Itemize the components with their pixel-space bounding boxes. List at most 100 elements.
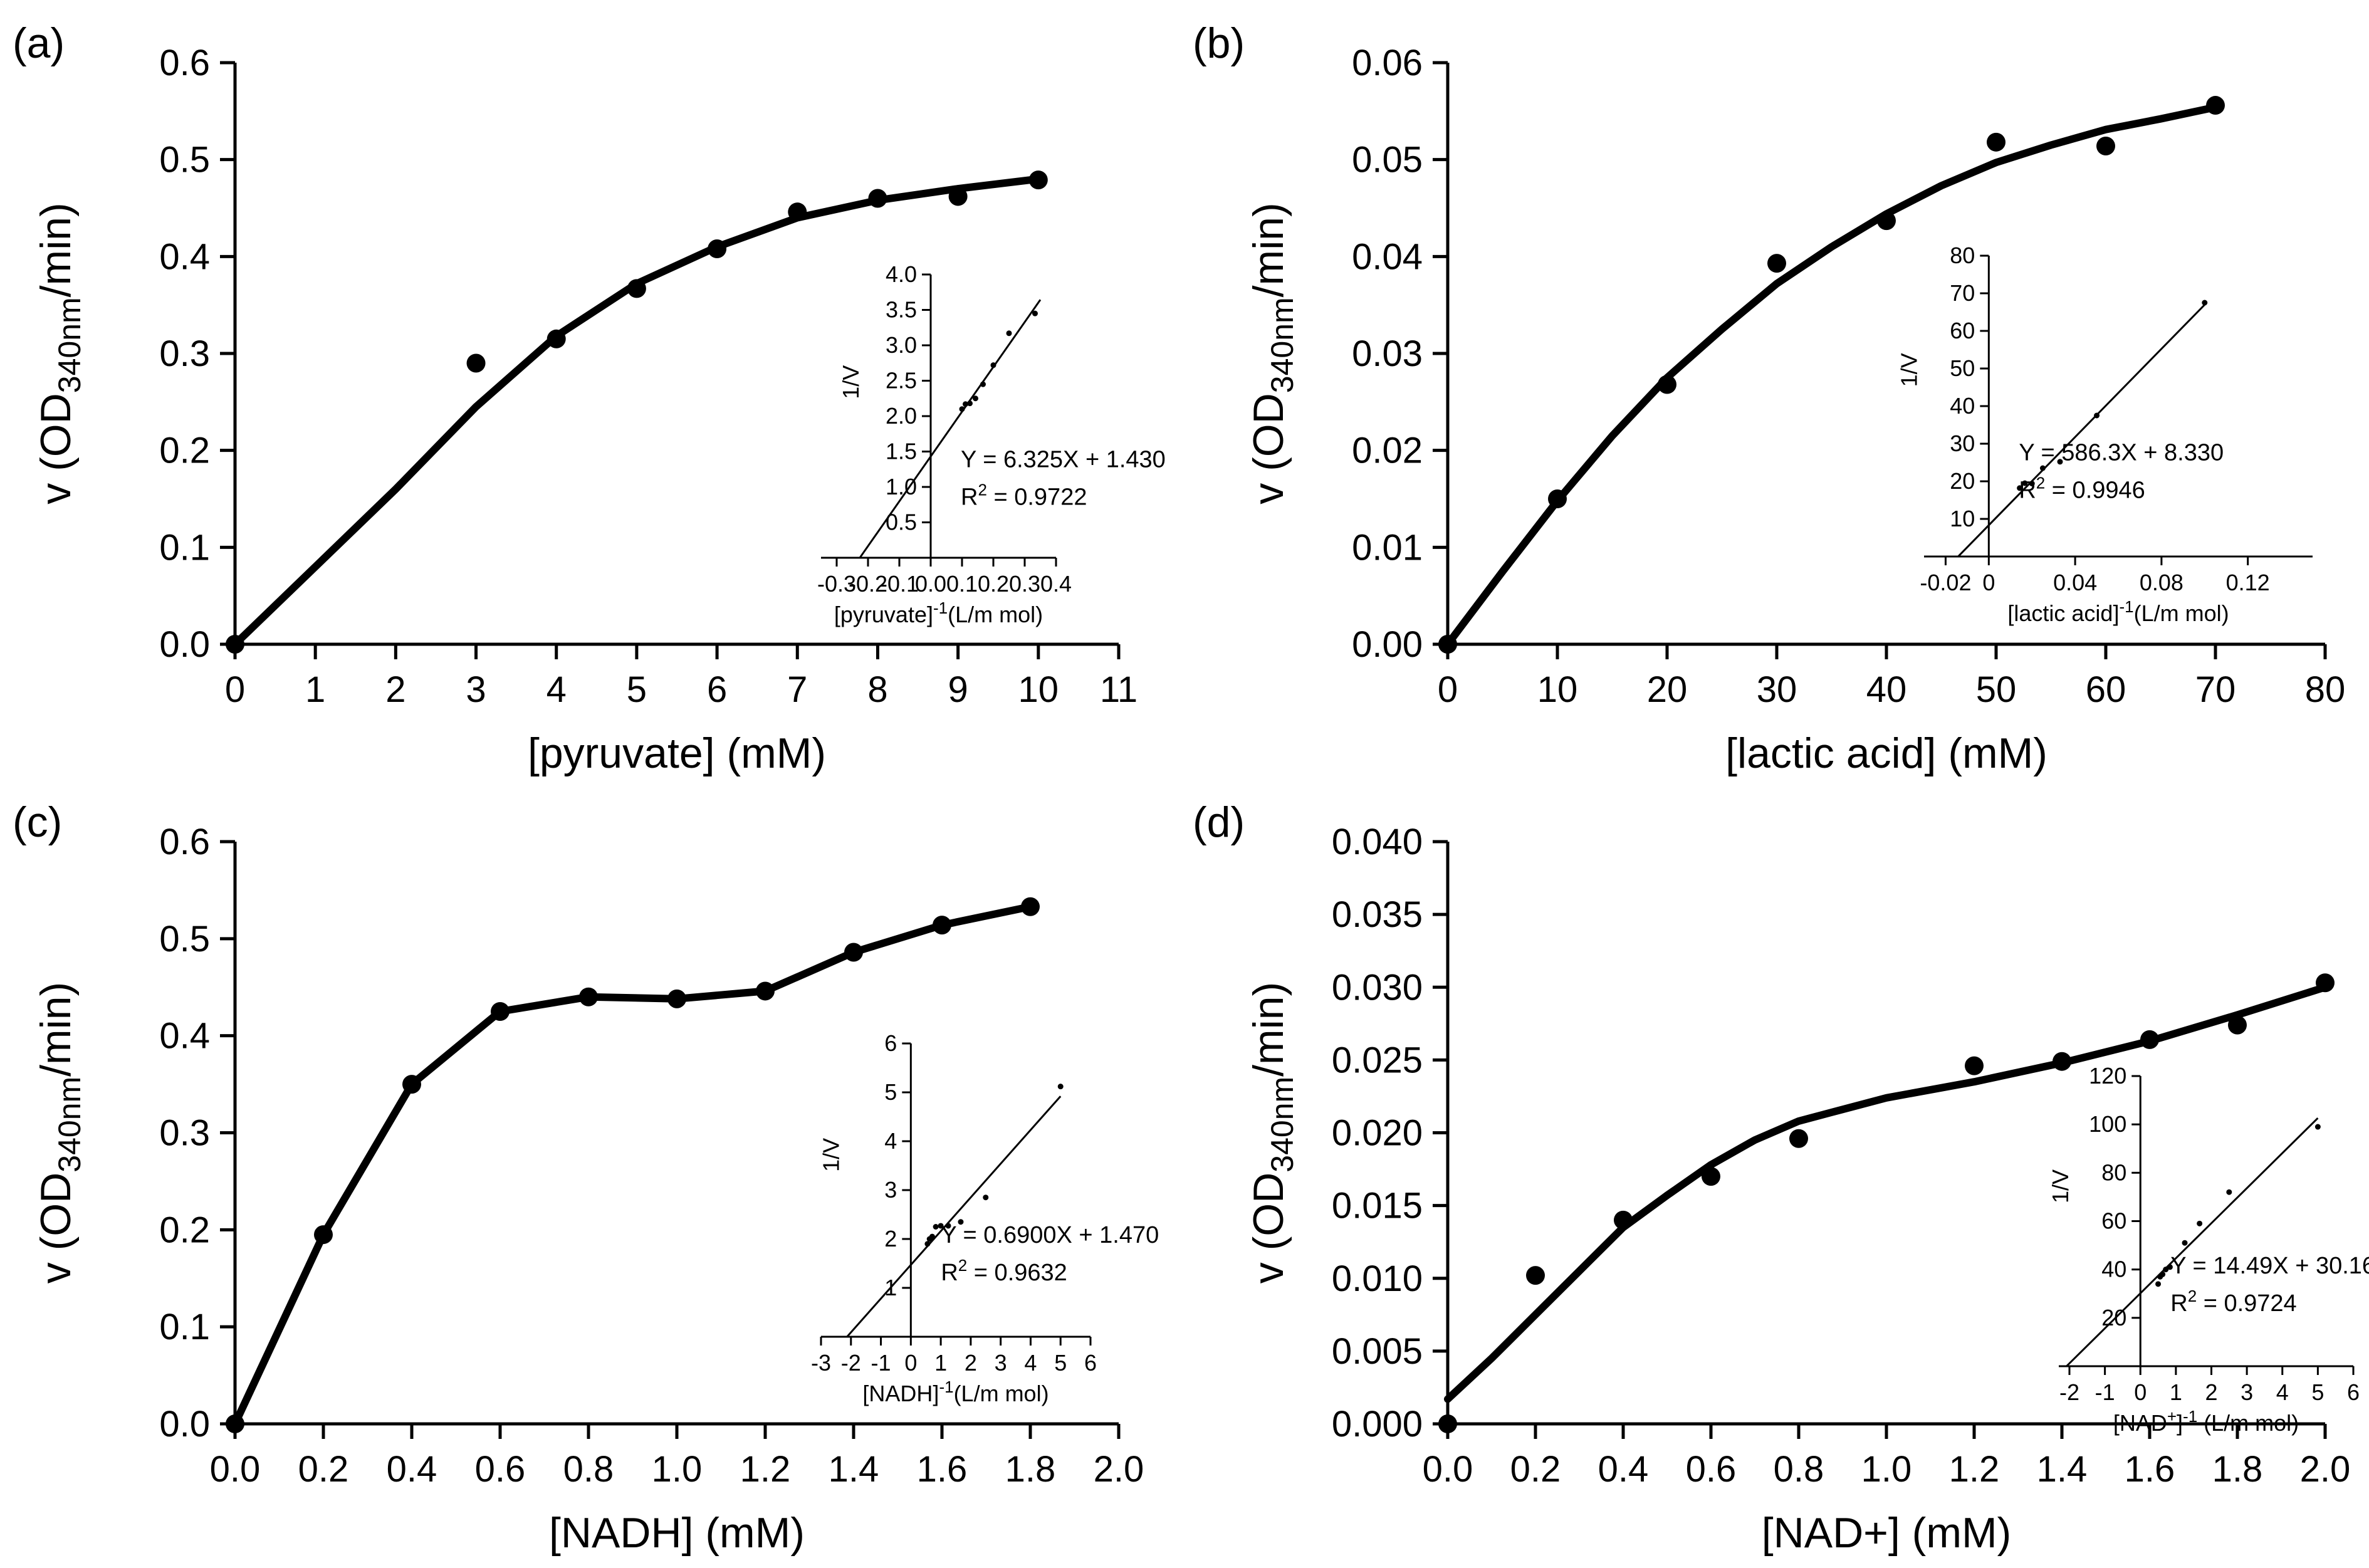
inset-data-point-a (959, 406, 965, 412)
x-tick-label-c: 1.2 (740, 1449, 791, 1490)
inset-y-tick-label-d: 20 (2101, 1305, 2126, 1330)
y-axis-title-main: v (OD (1245, 393, 1292, 504)
data-point-d (1789, 1129, 1808, 1148)
inset-y-tick-label-b: 20 (1950, 468, 1975, 494)
y-tick-label-b: 0.01 (1352, 527, 1423, 568)
inset-equation-b: Y = 586.3X + 8.330 (2019, 439, 2224, 466)
y-axis-title-main: v (OD (1245, 1173, 1292, 1284)
inset-x-tick-label-a: -0.3 (817, 571, 856, 597)
inset-y-axis-title-d: 1/V (2047, 1169, 2073, 1203)
x-tick-label-c: 0.6 (475, 1449, 526, 1490)
y-axis-title-tail: /min) (1245, 202, 1292, 297)
panel-label-d: (d) (1193, 798, 1245, 846)
y-tick-label-c: 0.1 (159, 1307, 210, 1347)
y-tick-label-d: 0.020 (1332, 1113, 1423, 1154)
y-axis-title-tail: /min) (32, 982, 80, 1077)
inset-r2-value: = 0.9722 (987, 484, 1087, 510)
inset-r2-sup: 2 (958, 1256, 967, 1275)
inset-y-tick-label-b: 30 (1950, 431, 1975, 456)
inset-data-point-c (933, 1224, 939, 1230)
data-point-b (1438, 635, 1457, 654)
y-tick-label-b: 0.06 (1352, 43, 1423, 83)
inset-x-title-mid: ] (2177, 1410, 2183, 1436)
x-tick-label-a: 3 (466, 669, 486, 710)
inset-r2-sup: 2 (978, 480, 986, 499)
data-point-d (1526, 1266, 1545, 1285)
inset-data-point-d (2163, 1267, 2169, 1273)
y-tick-label-a: 0.5 (159, 140, 210, 180)
x-tick-label-c: 1.6 (917, 1449, 968, 1490)
y-axis-title-main: v (OD (32, 1173, 80, 1284)
inset-data-point-b (2039, 465, 2046, 471)
data-point-a (627, 279, 646, 298)
inset-x-tick-label-c: -2 (841, 1350, 861, 1376)
inset-r2-label: R (961, 484, 978, 510)
y-tick-label-d: 0.025 (1332, 1040, 1423, 1080)
inset-data-point-b (2022, 480, 2028, 486)
x-tick-label-a: 6 (707, 669, 727, 710)
x-tick-label-d: 1.6 (2125, 1449, 2175, 1490)
y-tick-label-a: 0.4 (159, 236, 210, 277)
inset-data-point-c (924, 1241, 931, 1247)
fit-curve-c (231, 902, 1034, 1428)
y-tick-label-d: 0.015 (1332, 1186, 1423, 1226)
x-tick-label-d: 1.2 (1949, 1449, 2000, 1490)
x-axis-title-c: [NADH] (mM) (549, 1509, 805, 1557)
inset-regression-line-a (859, 299, 1042, 558)
x-tick-label-a: 8 (867, 669, 887, 710)
inset-y-tick-label-a: 1.5 (886, 439, 917, 464)
data-point-b (2206, 96, 2225, 115)
inset-data-point-d (2160, 1271, 2166, 1277)
y-tick-label-c: 0.4 (159, 1016, 210, 1057)
data-point-c (226, 1414, 244, 1433)
x-axis-title-d: [NAD+] (mM) (1762, 1509, 2012, 1557)
inset-x-tick-label-d: 0 (2134, 1379, 2147, 1405)
data-point-d (2316, 973, 2335, 993)
y-tick-label-b: 0.04 (1352, 236, 1423, 277)
inset-x-tick-label-a: -0.1 (880, 571, 919, 597)
inset-data-point-d (2155, 1281, 2162, 1287)
data-point-c (579, 987, 598, 1006)
y-tick-label-b: 0.00 (1352, 624, 1423, 665)
inset-y-tick-label-c: 6 (884, 1030, 897, 1056)
inset-r2-b: R2 = 0.9946 (2019, 473, 2145, 503)
data-point-d (1702, 1167, 1720, 1186)
data-point-a (546, 329, 566, 348)
y-tick-label-b: 0.02 (1352, 431, 1423, 471)
data-point-c (314, 1225, 333, 1245)
x-tick-label-d: 2.0 (2300, 1449, 2351, 1490)
inset-x-tick-label-c: 6 (1084, 1350, 1097, 1376)
y-tick-label-d: 0.040 (1332, 822, 1423, 862)
inset-x-title-main: [lactic acid] (2007, 600, 2119, 626)
inset-y-tick-label-a: 3.5 (886, 297, 917, 323)
inset-data-point-c (938, 1223, 944, 1229)
y-tick-label-c: 0.3 (159, 1113, 210, 1154)
inset-r2-d: R2 = 0.9724 (2170, 1287, 2296, 1317)
x-tick-label-a: 7 (787, 669, 807, 710)
inset-x-tick-label-a: 0.4 (1040, 571, 1072, 597)
inset-x-tick-label-b: 0.12 (2226, 570, 2270, 595)
inset-data-point-c (945, 1223, 951, 1229)
x-tick-label-d: 0.8 (1774, 1449, 1824, 1490)
x-tick-label-c: 0.0 (210, 1449, 261, 1490)
inset-c: -3-2-101234561234561/V[NADH]-1(L/m mol)Y… (811, 1030, 1159, 1406)
x-tick-label-b: 60 (2086, 669, 2126, 710)
y-axis-title-tail: /min) (32, 202, 80, 297)
data-point-d (1965, 1056, 1984, 1075)
inset-data-point-c (958, 1219, 964, 1225)
y-tick-label-d: 0.000 (1332, 1404, 1423, 1445)
x-tick-label-d: 1.4 (2037, 1449, 2088, 1490)
inset-data-point-d (2226, 1189, 2232, 1195)
inset-x-tick-label-d: -2 (2059, 1379, 2079, 1405)
y-tick-label-d: 0.005 (1332, 1331, 1423, 1372)
inset-x-title-main: [NADH] (862, 1381, 939, 1406)
inset-x-title-sup: + (2167, 1407, 2177, 1426)
y-axis-title-sub: 340nm (1265, 297, 1300, 393)
inset-data-point-a (1006, 330, 1012, 337)
x-tick-label-c: 0.2 (298, 1449, 349, 1490)
inset-data-point-d (2182, 1240, 2188, 1246)
data-point-c (756, 981, 775, 1001)
inset-x-title-tail: (L/m mol) (2134, 600, 2229, 626)
inset-regression-line-b (1958, 304, 2205, 557)
inset-x-title-tail: (L/m mol) (2197, 1410, 2299, 1436)
